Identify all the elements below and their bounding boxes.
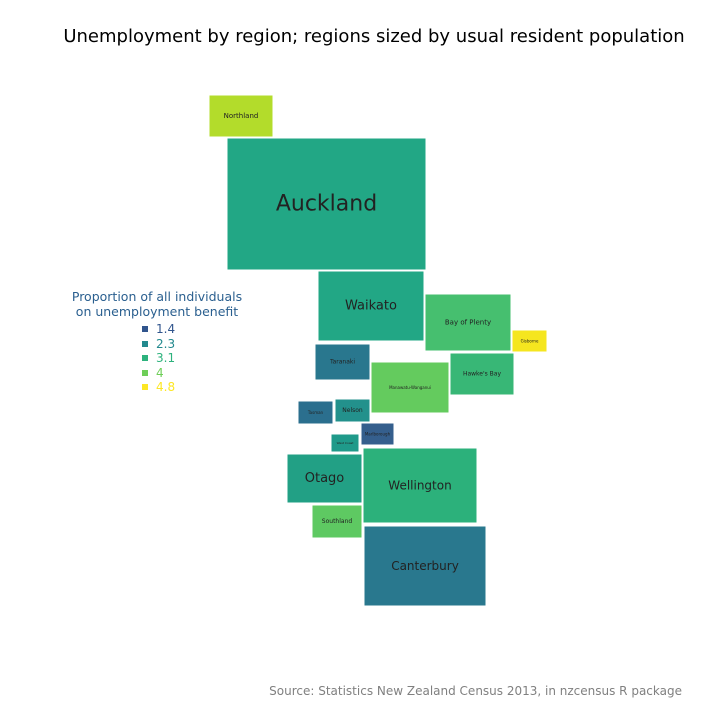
legend-key [142, 340, 148, 347]
region-gisborne [511, 329, 548, 353]
legend-label: 4 [156, 365, 164, 380]
region-west-coast [330, 433, 360, 453]
region-auckland [226, 137, 427, 271]
region-label-marlborough: Marlborough [365, 432, 391, 437]
region-taranaki [314, 343, 371, 381]
region-hawke-s-bay [449, 352, 515, 396]
source-caption: Source: Statistics New Zealand Census 20… [269, 684, 682, 698]
legend-key [142, 326, 148, 332]
chart-title: Unemployment by region; regions sized by… [63, 26, 685, 47]
legend-item: 4 [142, 366, 164, 380]
legend-key [142, 369, 148, 376]
legend-label: 3.1 [156, 351, 176, 365]
region-label-wellington: Wellington [388, 479, 451, 493]
region-label-waikato: Waikato [345, 299, 397, 314]
region-label-tasman: Tasman [307, 410, 324, 415]
region-otago [286, 453, 363, 504]
region-label-otago: Otago [305, 471, 345, 486]
region-label-hawke-s-bay: Hawke's Bay [463, 371, 502, 378]
region-wellington [362, 447, 478, 524]
region-label-gisborne: Gisborne [521, 339, 539, 344]
legend-item: 4.8 [142, 380, 175, 394]
region-waikato [317, 270, 425, 342]
region-label-auckland: Auckland [276, 192, 377, 217]
legend-item: 1.4 [142, 322, 175, 336]
region-bay-of-plenty [424, 293, 512, 352]
region-label-bay-of-plenty: Bay of Plenty [445, 319, 491, 327]
legend-label: 1.4 [156, 322, 176, 336]
region-southland [311, 504, 363, 539]
legend-title: Proportion of all individuals on unemplo… [62, 289, 252, 319]
region-label-manawatu-wanganui: Manawatu-Wanganui [389, 385, 431, 390]
region-label-taranaki: Taranaki [329, 359, 355, 366]
legend-title-line-2: on unemployment benefit [75, 304, 239, 319]
region-label-southland: Southland [322, 518, 353, 525]
region-label-northland: Northland [224, 112, 259, 120]
legend-label: 4.8 [156, 380, 176, 394]
legend-item: 3.1 [142, 351, 175, 365]
region-label-nelson: Nelson [342, 407, 363, 414]
region-nelson [334, 398, 371, 423]
region-tasman [297, 400, 334, 425]
legend-key [142, 384, 148, 390]
legend-key [142, 355, 148, 361]
region-label-canterbury: Canterbury [391, 559, 459, 573]
region-manawatu-wanganui [370, 361, 450, 414]
region-canterbury [363, 525, 487, 607]
legend-title-line-1: Proportion of all individuals [71, 289, 243, 304]
region-marlborough [360, 422, 395, 446]
region-label-west-coast: West Coast [337, 441, 355, 445]
legend-item: 2.3 [142, 337, 175, 351]
legend-label: 2.3 [156, 336, 176, 351]
region-northland [208, 94, 274, 138]
